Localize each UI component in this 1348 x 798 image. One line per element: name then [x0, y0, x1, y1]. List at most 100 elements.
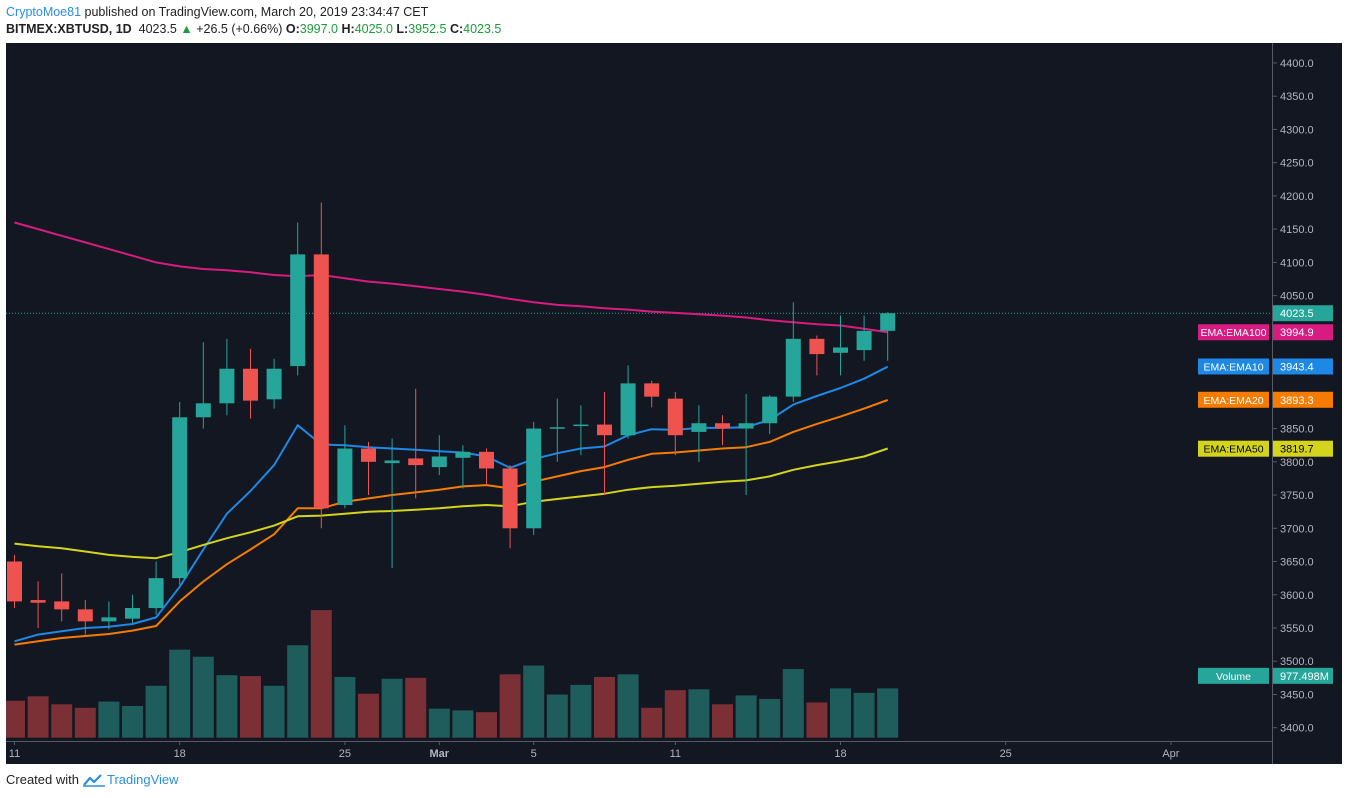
candle-body	[691, 423, 707, 432]
ema-badge-value-box	[1273, 324, 1333, 341]
low-label: L:	[396, 22, 409, 36]
high-value: 4025.0	[354, 22, 393, 36]
price-chart[interactable]: 3400.0 3450.0 3500.0 3550.0 3600.0 3650.0 3700…	[6, 43, 1342, 764]
ema-badge-name: EMA:EMA10	[1203, 361, 1263, 373]
candle-body	[125, 608, 140, 619]
volume-bar	[476, 712, 497, 738]
x-tick-label: 18	[834, 748, 846, 760]
volume-bar	[428, 708, 450, 738]
candle-body	[54, 601, 70, 610]
volume-bar	[735, 695, 757, 738]
volume-bar	[381, 678, 403, 738]
footer: Created with TradingView	[6, 772, 179, 787]
y-tick-label: 3600.0	[1280, 590, 1314, 602]
candle-body	[148, 578, 164, 609]
volume-bar	[452, 710, 474, 738]
volume-bar	[169, 649, 191, 738]
volume-badge-value: 977.498M	[1280, 671, 1329, 683]
ema-badge-value: 3994.9	[1280, 327, 1314, 339]
volume-bar	[759, 698, 781, 738]
y-tick-label: 4100.0	[1280, 257, 1314, 269]
candle-body	[785, 338, 801, 397]
y-tick-label: 4350.0	[1280, 91, 1314, 103]
plot-background	[6, 43, 1272, 741]
candle-body	[361, 448, 376, 462]
chart-area[interactable]: 3400.0 3450.0 3500.0 3550.0 3600.0 3650.0 3700…	[6, 43, 1342, 764]
volume-bar	[145, 685, 167, 738]
ema-badge-value: 3943.4	[1280, 361, 1314, 373]
candle-body	[384, 460, 400, 464]
x-tick-label: Mar	[430, 748, 450, 760]
candle-body	[337, 448, 353, 506]
low-value: 3952.5	[408, 22, 447, 36]
volume-bar	[240, 676, 261, 738]
volume-bar	[499, 674, 521, 738]
volume-bar	[546, 694, 568, 738]
y-tick-label: 3500.0	[1280, 656, 1314, 668]
y-tick-label: 3700.0	[1280, 523, 1314, 535]
volume-bar	[806, 702, 828, 738]
candle-body	[833, 347, 848, 353]
symbol-label: BITMEX:XBTUSD, 1D	[6, 22, 132, 36]
tradingview-logo-icon	[82, 773, 105, 787]
last-price-badge-value-box	[1273, 305, 1333, 322]
price-change: +26.5 (+0.66%)	[196, 22, 283, 36]
volume-bar	[192, 656, 214, 738]
y-tick-label: 4050.0	[1280, 291, 1314, 303]
publish-info: CryptoMoe81 published on TradingView.com…	[6, 5, 428, 19]
ema-badge-value-box	[1273, 358, 1333, 375]
x-tick-label: 5	[531, 748, 537, 760]
tradingview-brand-text: TradingView	[106, 772, 179, 787]
author-link[interactable]: CryptoMoe81	[6, 5, 82, 19]
published-text: published on TradingView.com, March 20, …	[84, 5, 429, 19]
volume-bar	[617, 674, 639, 738]
y-tick-label: 3800.0	[1280, 457, 1314, 469]
time-axis-background	[6, 741, 1272, 764]
candle-body	[479, 451, 494, 469]
ema-badge-value-box	[1273, 391, 1333, 408]
volume-bar	[263, 685, 285, 738]
volume-bar	[216, 675, 238, 738]
candle-body	[880, 313, 896, 331]
x-tick-label: 11	[9, 748, 20, 760]
y-tick-label: 4150.0	[1280, 224, 1314, 236]
y-tick-label: 3550.0	[1280, 623, 1314, 635]
candle-body	[266, 368, 282, 400]
candle-body	[7, 561, 22, 602]
last-price: 4023.5	[138, 22, 177, 36]
candle-body	[290, 254, 306, 367]
candle-body	[313, 254, 329, 509]
candle-body	[502, 468, 518, 529]
candle-body	[431, 456, 447, 468]
volume-bar	[664, 690, 686, 738]
y-tick-label: 3850.0	[1280, 424, 1314, 436]
candle-body	[219, 368, 235, 404]
ema-badge-name-box	[1198, 324, 1269, 341]
volume-bar	[122, 705, 143, 738]
candle-body	[195, 403, 211, 418]
volume-badge-name-box	[1198, 667, 1269, 684]
ema-badge-value: 3819.7	[1280, 444, 1314, 456]
created-with-text: Created with	[6, 772, 79, 787]
candle-body	[738, 423, 754, 429]
ema-line-ema100	[14, 221, 888, 334]
volume-bar	[782, 669, 804, 738]
ema-badge-name: EMA:EMA50	[1203, 444, 1263, 456]
candle-body	[573, 424, 589, 427]
ema-badge-value-box	[1273, 440, 1333, 457]
volume-bar	[358, 693, 379, 738]
up-arrow-icon: ▲	[180, 22, 193, 36]
y-tick-label: 4250.0	[1280, 158, 1314, 170]
volume-bar	[853, 692, 875, 738]
candle-body	[762, 396, 778, 424]
x-tick-label: 25	[339, 748, 351, 760]
candle-body	[101, 617, 117, 622]
tradingview-link[interactable]: TradingView	[82, 772, 179, 787]
candle-body	[715, 423, 730, 429]
candle-body	[809, 338, 825, 355]
ema-badge-value: 3893.3	[1280, 395, 1314, 407]
volume-bar	[310, 610, 332, 738]
open-label: O:	[285, 22, 300, 36]
volume-bar	[405, 677, 427, 738]
candle-body	[644, 383, 660, 397]
